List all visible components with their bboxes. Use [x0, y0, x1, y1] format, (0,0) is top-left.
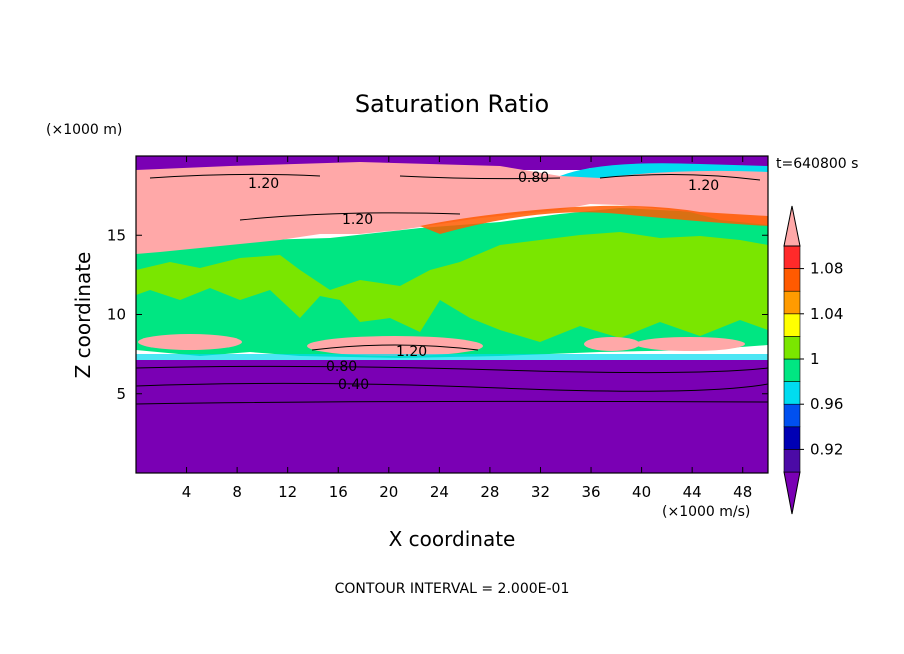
colorbar-level: [783, 290, 801, 315]
x-tick-label: 24: [430, 483, 449, 501]
time-label: t=640800 s: [776, 156, 858, 172]
contour-labels: 1.20 1.20 1.20 1.20 0.80 0.80 0.40: [248, 170, 719, 393]
colorbar-tick-label: 0.96: [810, 395, 843, 413]
contour-0.40-lower: [136, 382, 768, 392]
colorbar: 0.92 0.96 1 1.04 1.08: [783, 205, 843, 515]
y-axis: 5 10 15: [107, 226, 768, 403]
colorbar-level: [783, 313, 801, 337]
contour-0.80-lower: [136, 365, 768, 374]
upper-supersaturated-region: [136, 162, 768, 254]
contour-1.20-top-right: [599, 173, 761, 181]
colorbar-level: [783, 381, 801, 405]
x-tick-label: 32: [531, 483, 550, 501]
x-tick-label: 4: [182, 483, 192, 501]
colorbar-level: [783, 449, 801, 473]
y-tick-label: 5: [116, 385, 126, 403]
x-tick-label: 8: [232, 483, 242, 501]
plot-area: [136, 156, 768, 473]
lower-dry-region: [136, 360, 768, 473]
contour-1.20-mid: [239, 212, 461, 221]
colorbar-under-arrow: [783, 471, 801, 515]
lower-cloud-left: [138, 334, 242, 350]
x-tick-label: 16: [329, 483, 348, 501]
x-axis: 4 8 12 16 20 24 28 32 36 40 44 48: [182, 156, 752, 501]
colorbar-level: [783, 426, 801, 450]
x-tick-label: 48: [733, 483, 752, 501]
contour-label: 1.20: [342, 212, 373, 228]
lower-cloud-center: [307, 336, 483, 356]
colorbar-level: [783, 358, 801, 382]
x-tick-label: 40: [632, 483, 651, 501]
y-tick-label: 10: [107, 306, 126, 324]
contour-lower-deep: [136, 400, 768, 405]
y-tick-label: 15: [107, 226, 126, 244]
colorbar-level: [783, 403, 801, 428]
saturation-edge-band: [136, 354, 768, 360]
x-axis-label: X coordinate: [389, 527, 516, 551]
colorbar-level: [783, 336, 801, 360]
x-tick-label: 12: [278, 483, 297, 501]
contour-1.20-lower: [311, 344, 479, 351]
colorbar-over-arrow: [783, 205, 801, 247]
lower-cloud-right-1: [584, 337, 640, 351]
colorbar-level: [783, 245, 801, 269]
colorbar-tick-label: 1: [810, 350, 820, 368]
contour-interval-note: CONTOUR INTERVAL = 2.000E-01: [335, 581, 570, 597]
upper-transition-fringe: [420, 205, 768, 234]
contour-0.80-top: [399, 175, 561, 180]
contour-label: 1.20: [248, 176, 279, 192]
chart-title: Saturation Ratio: [355, 90, 549, 118]
contour-1.20-top-left: [149, 173, 321, 179]
lower-cloud-right-2: [635, 337, 745, 351]
y-unit-label: (×1000 m): [46, 122, 122, 138]
contour-label: 0.80: [518, 170, 549, 186]
contour-label: 1.20: [396, 344, 427, 360]
colorbar-tick-label: 0.92: [810, 440, 843, 458]
colorbar-tick-label: 1.04: [810, 305, 843, 323]
contour-label: 0.40: [338, 377, 369, 393]
y-axis-label: Z coordinate: [71, 252, 95, 379]
x-tick-label: 20: [379, 483, 398, 501]
contour-label: 1.20: [688, 178, 719, 194]
x-tick-label: 44: [683, 483, 702, 501]
x-tick-label: 28: [480, 483, 499, 501]
green-fingers-region: [136, 232, 768, 342]
colorbar-level: [783, 268, 801, 292]
top-cold-fringe: [560, 163, 768, 178]
contour-label: 0.80: [326, 359, 357, 375]
colorbar-tick-label: 1.08: [810, 260, 843, 278]
x-unit-label: (×1000 m/s): [662, 504, 750, 520]
x-tick-label: 36: [581, 483, 600, 501]
